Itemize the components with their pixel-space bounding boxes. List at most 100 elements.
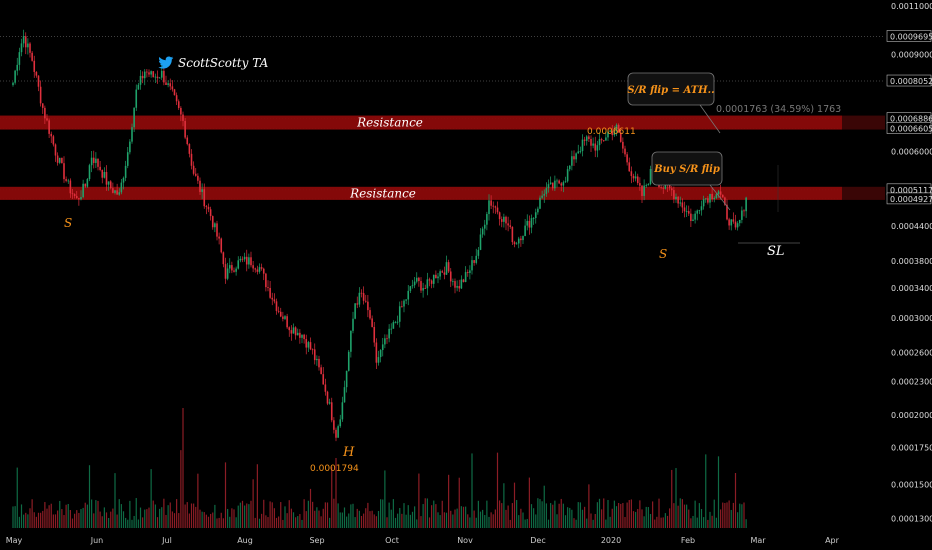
- volume-bar: [594, 513, 596, 528]
- volume-series: [12, 408, 747, 528]
- candle-body: [477, 249, 480, 256]
- candle-body: [37, 75, 40, 87]
- volume-bar: [27, 514, 29, 528]
- candle-body: [592, 143, 594, 146]
- volume-bar: [114, 473, 116, 528]
- shoulder-left-label: S: [64, 216, 72, 230]
- candle-body: [29, 43, 31, 53]
- candle-body: [443, 272, 446, 275]
- twitter-bird-icon: [158, 56, 174, 69]
- candle-body: [488, 200, 490, 215]
- volume-bar: [671, 469, 673, 528]
- candle-body: [373, 326, 376, 343]
- candle-body: [199, 180, 201, 192]
- volume-bar: [63, 515, 65, 528]
- x-tick-label: Feb: [681, 536, 695, 545]
- y-tick-label: 0.0002600: [891, 348, 932, 357]
- candle-body: [322, 374, 325, 385]
- volume-bar: [52, 514, 54, 528]
- candle-body: [31, 52, 33, 61]
- candle-body: [626, 154, 628, 163]
- volume-bar: [530, 504, 533, 528]
- volume-bar: [101, 516, 103, 528]
- volume-bar: [656, 516, 658, 528]
- candle-body: [437, 276, 439, 279]
- candle-body: [645, 185, 648, 186]
- candle-body: [318, 358, 320, 368]
- volume-bar: [167, 505, 169, 528]
- candle-body: [668, 185, 671, 189]
- candle-body: [271, 297, 274, 300]
- volume-bar: [388, 502, 390, 528]
- volume-bar: [252, 479, 254, 528]
- candle-body: [237, 260, 240, 269]
- candle-body: [88, 165, 91, 180]
- volume-bar: [356, 508, 358, 528]
- candle-body: [492, 205, 495, 207]
- volume-bar: [635, 511, 637, 528]
- candle-body: [734, 221, 737, 228]
- volume-bar: [269, 501, 271, 528]
- volume-bar: [33, 512, 35, 528]
- volume-bar: [564, 515, 567, 528]
- volume-bar: [74, 513, 76, 528]
- volume-bar: [620, 503, 622, 528]
- candle-body: [69, 180, 72, 194]
- shoulder-right-label: S: [659, 247, 667, 261]
- candle-body: [352, 318, 354, 331]
- volume-bar: [411, 511, 414, 528]
- resistance-label: Resistance: [356, 116, 423, 130]
- candle-body: [356, 303, 359, 305]
- volume-bar: [127, 519, 129, 528]
- volume-bar: [146, 509, 148, 528]
- candle-body: [418, 277, 420, 282]
- volume-bar: [261, 513, 263, 528]
- candle-body: [464, 272, 467, 283]
- volume-bar: [210, 513, 212, 528]
- candle-body: [721, 194, 724, 198]
- volume-bar: [54, 514, 57, 528]
- volume-bar: [409, 514, 411, 528]
- volume-bar: [82, 507, 84, 528]
- volume-bar: [169, 502, 171, 528]
- volume-bar: [267, 517, 269, 528]
- volume-bar: [586, 518, 588, 528]
- candle-body: [505, 216, 507, 224]
- candle-body: [526, 220, 529, 226]
- volume-bar: [581, 509, 584, 528]
- volume-bar: [392, 499, 394, 528]
- candle-body: [194, 173, 197, 176]
- candle-body: [498, 212, 501, 220]
- candle-body: [299, 332, 301, 338]
- candle-body: [707, 198, 709, 203]
- y-tick-label: 0.0002000: [891, 411, 932, 420]
- volume-bar: [450, 510, 452, 528]
- candle-body: [632, 175, 635, 179]
- volume-bar: [688, 509, 690, 528]
- candle-body: [685, 211, 688, 212]
- volume-bar: [218, 517, 220, 528]
- candle-body: [184, 120, 186, 138]
- candle-body: [131, 127, 133, 142]
- candle-body: [458, 286, 461, 289]
- volume-bar: [318, 510, 320, 528]
- volume-bar: [365, 508, 367, 528]
- candle-body: [303, 334, 305, 340]
- volume-bar: [490, 512, 492, 528]
- volume-bar: [322, 508, 324, 528]
- candle-body: [636, 176, 639, 184]
- volume-bar: [248, 504, 250, 528]
- volume-bar: [741, 504, 743, 528]
- volume-bar: [732, 502, 734, 528]
- candle-body: [358, 292, 361, 305]
- candle-body: [605, 137, 607, 141]
- volume-bar: [511, 503, 513, 528]
- candle-body: [411, 285, 414, 287]
- candle-body: [152, 71, 155, 78]
- candle-body: [326, 391, 329, 404]
- candle-body: [118, 192, 121, 195]
- candle-body: [494, 206, 497, 208]
- volume-bar: [265, 515, 267, 528]
- volume-bar: [460, 506, 462, 528]
